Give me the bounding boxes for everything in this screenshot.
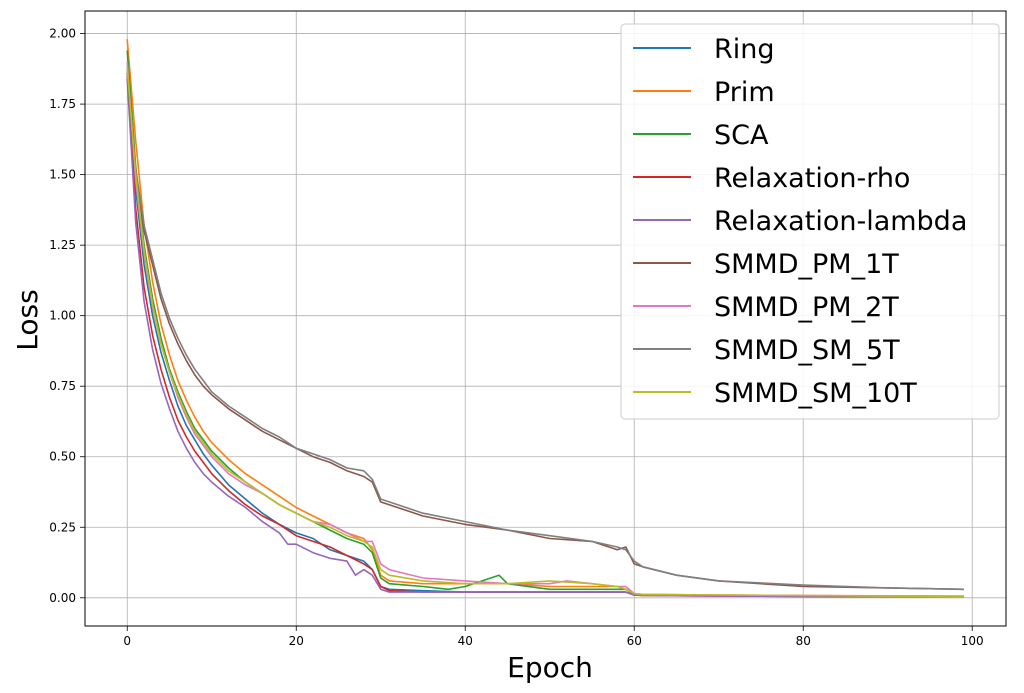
legend-label: Ring — [714, 34, 775, 65]
legend-label: SMMD_SM_10T — [714, 378, 917, 409]
y-tick-label: 2.00 — [49, 27, 76, 41]
x-tick-label: 60 — [627, 634, 642, 648]
legend-label: SMMD_PM_1T — [714, 249, 899, 280]
y-tick-label: 0.50 — [49, 450, 76, 464]
x-tick-label: 40 — [458, 634, 473, 648]
legend-label: SCA — [714, 120, 769, 151]
series-line-relaxation-lambda — [126, 78, 964, 598]
y-tick-label: 0.25 — [49, 520, 76, 534]
plot-frame — [84, 10, 1007, 627]
legend-label: Relaxation-rho — [714, 163, 910, 194]
legend-label: SMMD_PM_2T — [714, 292, 899, 323]
y-axis-title: Loss — [11, 289, 44, 350]
axis-ticks: 0 20 40 60 80 100 0.00 0.25 0.50 0.75 1.00 1.25 1.50… — [49, 27, 983, 648]
y-tick-label: 1.00 — [49, 309, 76, 323]
series-line-smmd-sm-5t — [126, 73, 964, 591]
x-tick-label: 80 — [796, 634, 811, 648]
legend-label: Prim — [714, 77, 775, 108]
x-tick-label: 0 — [123, 634, 131, 648]
y-tick-label: 0.00 — [49, 591, 76, 605]
series-line-smmd-pm-2t — [126, 61, 964, 598]
series-line-smmd-sm-10t — [126, 67, 964, 598]
x-tick-label: 100 — [961, 634, 984, 648]
y-tick-label: 0.75 — [49, 379, 76, 393]
legend-label: Relaxation-lambda — [714, 206, 967, 237]
y-tick-label: 1.75 — [49, 97, 76, 111]
legend: Ring Prim SCA Relaxation-rho Relaxation-lamb… — [620, 23, 1000, 420]
x-axis-title: Epoch — [507, 651, 593, 684]
series-line-smmd-pm-1t — [126, 75, 964, 591]
series-line-sca — [126, 50, 964, 598]
series-layer — [126, 39, 964, 598]
legend-label: SMMD_SM_5T — [714, 335, 900, 366]
legend-frame — [620, 23, 1000, 420]
y-tick-label: 1.50 — [49, 168, 76, 182]
x-tick-label: 20 — [289, 634, 304, 648]
y-tick-label: 1.25 — [49, 238, 76, 252]
